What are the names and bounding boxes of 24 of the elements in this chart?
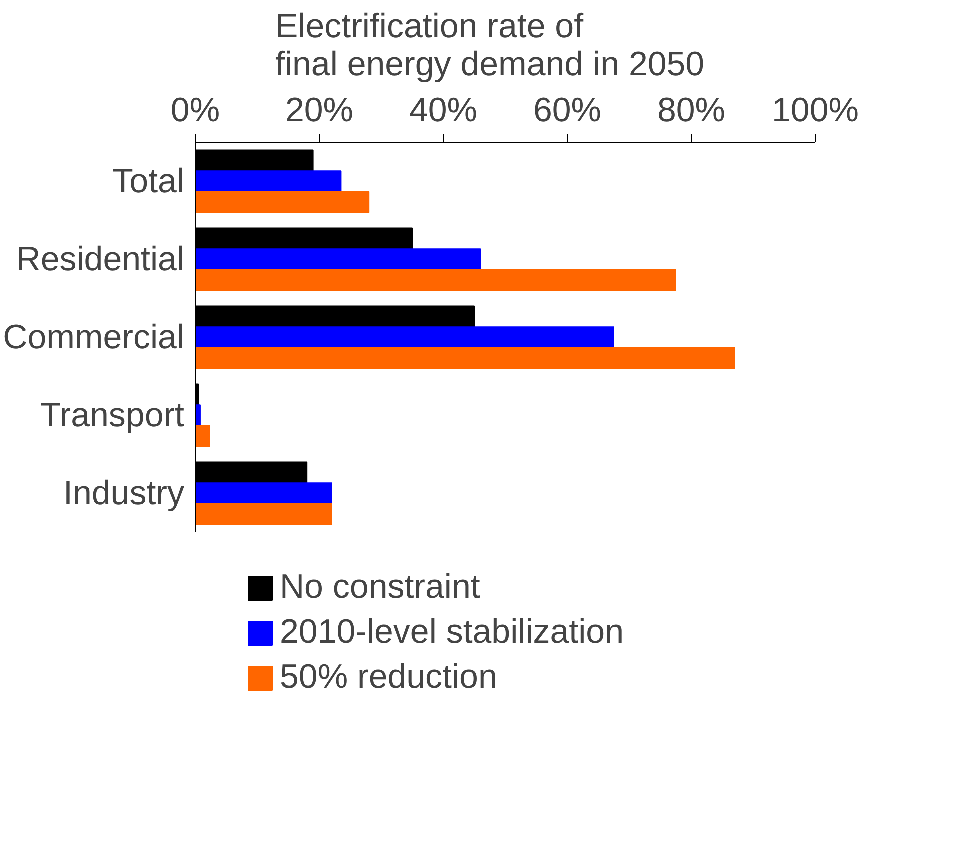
y-tick-label: Commercial [3, 318, 185, 356]
bar [196, 191, 370, 214]
legend-label: 2010-level stabilization [280, 613, 624, 652]
y-tick-label: Total [112, 162, 185, 200]
bar [196, 347, 736, 370]
x-tick-label: 80% [657, 92, 726, 130]
bar [196, 326, 614, 348]
bar [196, 425, 210, 448]
x-tick-label: 60% [533, 92, 602, 130]
chart-title: Electrification rate of final energy demand in 2050 [276, 8, 705, 84]
bar [196, 170, 342, 192]
x-tick-label: 0% [170, 92, 220, 130]
bar [196, 248, 482, 270]
x-tick-label: 20% [285, 92, 354, 130]
x-tick-label: 100% [772, 92, 859, 130]
bar [196, 503, 332, 526]
bar [196, 482, 332, 504]
bar [196, 269, 676, 292]
legend-label: 50% reduction [280, 658, 498, 697]
y-tick-label: Residential [16, 240, 185, 278]
y-tick-label: Transport [40, 396, 186, 434]
legend-label: No constraint [280, 568, 480, 607]
x-tick-label: 40% [409, 92, 478, 130]
y-tick-label: Industry [64, 474, 185, 512]
